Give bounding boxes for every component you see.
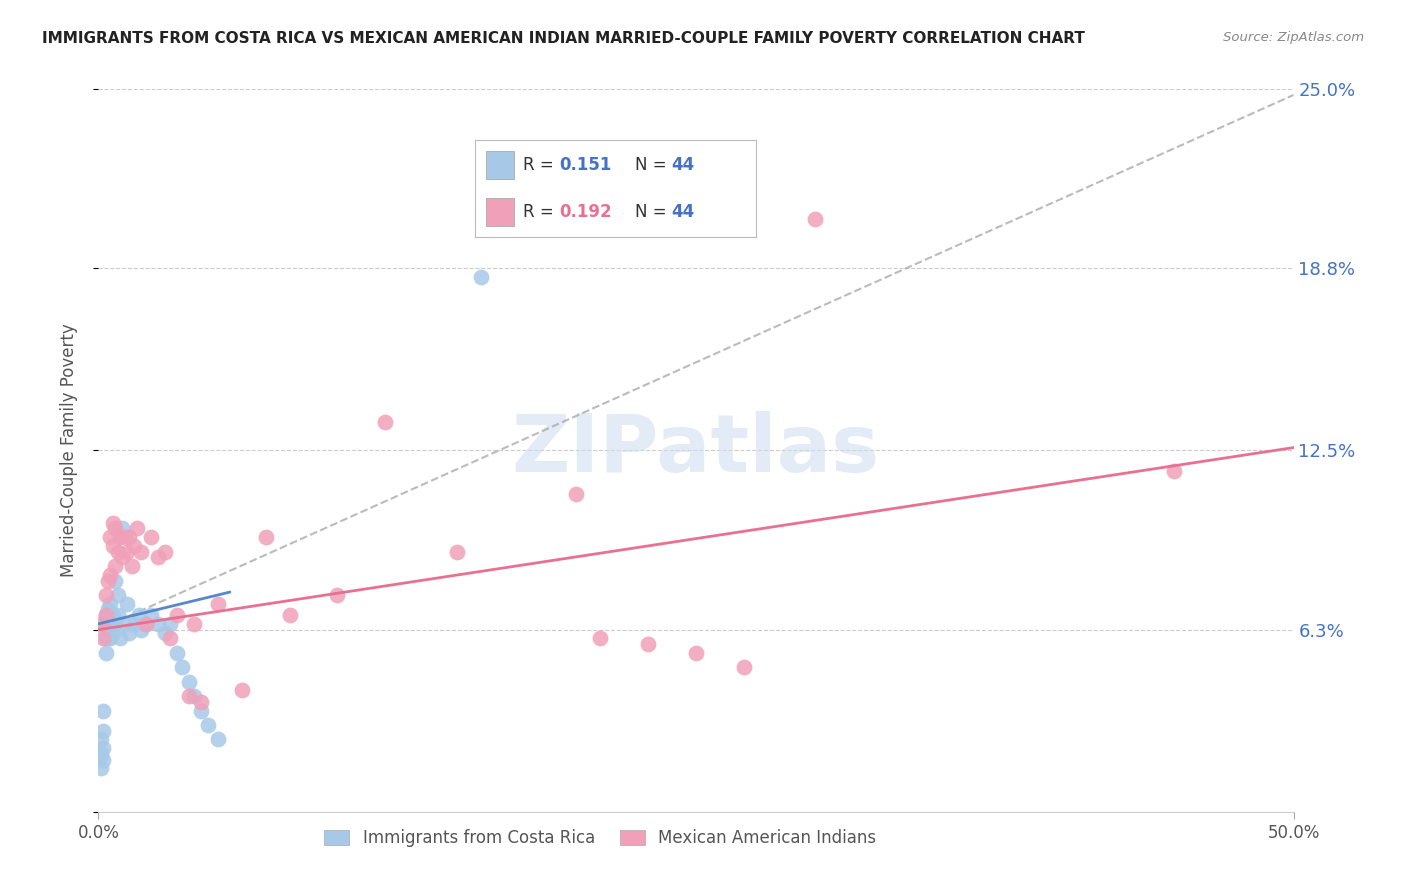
Point xyxy=(685,646,707,660)
Point xyxy=(111,550,134,565)
Point xyxy=(733,660,755,674)
Point xyxy=(118,530,141,544)
Point xyxy=(98,616,122,631)
Point xyxy=(135,616,157,631)
Point xyxy=(131,623,153,637)
Point xyxy=(101,516,124,530)
Legend: Immigrants from Costa Rica, Mexican American Indians: Immigrants from Costa Rica, Mexican Amer… xyxy=(318,822,883,854)
Point xyxy=(91,723,114,738)
Point xyxy=(804,212,827,227)
Point xyxy=(637,637,659,651)
Point xyxy=(159,616,181,631)
Point xyxy=(207,732,229,747)
Point xyxy=(91,704,114,718)
Point xyxy=(139,530,162,544)
Text: Source: ZipAtlas.com: Source: ZipAtlas.com xyxy=(1223,31,1364,45)
Point xyxy=(107,608,129,623)
Point xyxy=(155,625,177,640)
Point xyxy=(128,608,150,623)
Point xyxy=(94,646,117,660)
Text: ZIPatlas: ZIPatlas xyxy=(512,411,880,490)
Point xyxy=(101,625,124,640)
Point xyxy=(131,544,153,558)
Point xyxy=(107,544,129,558)
Point xyxy=(179,689,201,703)
Point xyxy=(125,521,148,535)
Point xyxy=(94,616,117,631)
Point xyxy=(190,695,212,709)
Point xyxy=(148,616,170,631)
Point xyxy=(166,608,188,623)
Point xyxy=(118,625,141,640)
Point xyxy=(94,632,117,646)
Point xyxy=(91,741,114,756)
Point xyxy=(108,632,131,646)
Point xyxy=(565,487,588,501)
Point xyxy=(97,602,120,616)
Text: IMMIGRANTS FROM COSTA RICA VS MEXICAN AMERICAN INDIAN MARRIED-COUPLE FAMILY POVE: IMMIGRANTS FROM COSTA RICA VS MEXICAN AM… xyxy=(42,31,1085,46)
Point xyxy=(90,616,112,631)
Point xyxy=(98,530,122,544)
Point xyxy=(107,588,129,602)
Point xyxy=(90,732,112,747)
Point xyxy=(470,270,492,285)
Point xyxy=(139,608,162,623)
Point xyxy=(207,597,229,611)
Point xyxy=(190,704,212,718)
Point xyxy=(124,539,146,553)
Point xyxy=(115,544,138,558)
Point xyxy=(101,539,124,553)
Point xyxy=(121,559,143,574)
Point xyxy=(254,530,277,544)
Point xyxy=(115,597,138,611)
Point xyxy=(183,616,205,631)
Point xyxy=(1163,464,1185,478)
Point xyxy=(98,632,122,646)
Point xyxy=(135,616,157,631)
Point xyxy=(179,674,201,689)
Point xyxy=(111,521,134,535)
Point xyxy=(197,718,219,732)
Point xyxy=(124,616,146,631)
Point xyxy=(94,588,117,602)
Y-axis label: Married-Couple Family Poverty: Married-Couple Family Poverty xyxy=(59,324,77,577)
Point xyxy=(166,646,188,660)
Point xyxy=(104,559,127,574)
Point xyxy=(104,616,127,631)
Point xyxy=(98,567,122,582)
Point xyxy=(108,530,131,544)
Point xyxy=(231,683,253,698)
Point xyxy=(101,608,124,623)
Point xyxy=(97,623,120,637)
Point xyxy=(94,608,117,623)
Point xyxy=(91,753,114,767)
Point xyxy=(104,521,127,535)
Point xyxy=(104,574,127,588)
Point xyxy=(98,597,122,611)
Point xyxy=(97,632,120,646)
Point xyxy=(183,689,205,703)
Point xyxy=(446,544,468,558)
Point xyxy=(114,616,136,631)
Point xyxy=(97,574,120,588)
Point xyxy=(159,632,181,646)
Point xyxy=(326,588,349,602)
Point xyxy=(155,544,177,558)
Point xyxy=(90,747,112,761)
Point xyxy=(374,415,396,429)
Point xyxy=(90,761,112,775)
Point xyxy=(148,550,170,565)
Point xyxy=(172,660,194,674)
Point xyxy=(589,632,612,646)
Point xyxy=(278,608,301,623)
Point xyxy=(94,608,117,623)
Point xyxy=(91,632,114,646)
Point xyxy=(114,530,136,544)
